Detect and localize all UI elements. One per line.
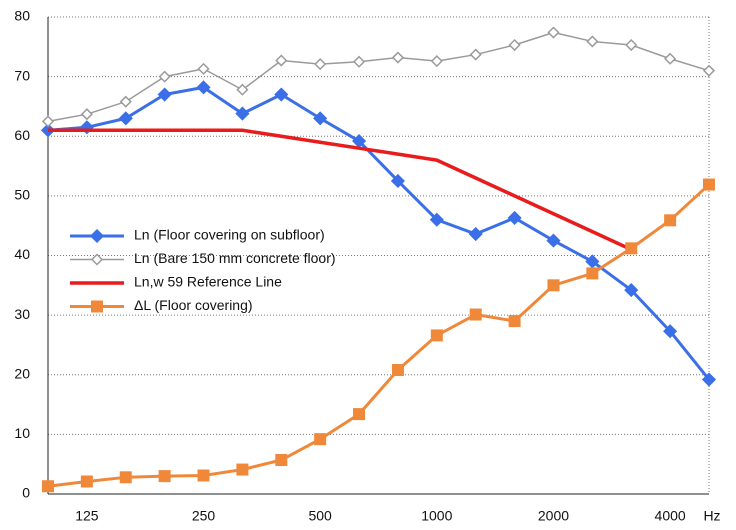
data-point [701, 372, 717, 387]
y-tick-label: 30 [14, 306, 30, 322]
data-point [119, 471, 132, 484]
data-point [275, 54, 288, 67]
legend-marker [91, 300, 103, 313]
data-point [352, 55, 366, 68]
data-point [314, 58, 327, 71]
x-axis-label: Hz [703, 508, 720, 524]
data-point [625, 38, 638, 52]
data-point [508, 315, 521, 328]
data-point [235, 106, 250, 121]
data-point [158, 470, 171, 483]
data-point [624, 283, 639, 298]
data-point [42, 480, 54, 493]
x-tick-label: 125 [75, 508, 99, 524]
series-line [47, 85, 711, 381]
data-point [702, 64, 716, 77]
data-point [586, 35, 599, 48]
data-point [430, 329, 443, 342]
data-point [197, 62, 210, 75]
data-point [314, 433, 327, 446]
data-point [196, 80, 211, 95]
data-point [391, 51, 405, 64]
data-point [313, 111, 328, 126]
data-point [391, 363, 404, 376]
legend-label: Ln,w 59 Reference Line [134, 274, 282, 290]
x-tick-label: 1000 [421, 508, 452, 524]
y-tick-label: 20 [14, 365, 30, 381]
data-point [236, 463, 249, 476]
data-point [508, 38, 521, 52]
data-point [547, 26, 560, 39]
data-point [390, 173, 406, 189]
x-tick-label: 250 [192, 508, 216, 524]
y-tick-label: 50 [14, 187, 30, 203]
data-point [80, 475, 93, 488]
data-point [197, 469, 210, 482]
legend-marker [90, 253, 104, 266]
y-tick-label: 80 [14, 8, 30, 24]
y-tick-label: 60 [14, 127, 30, 143]
data-point [664, 214, 677, 227]
data-point [274, 87, 289, 102]
data-point [157, 87, 172, 102]
data-point [430, 55, 443, 68]
legend-label: Ln (Bare 150 mm concrete floor) [134, 250, 336, 266]
series-line [48, 128, 632, 252]
legend-marker [89, 228, 105, 244]
data-point [547, 279, 560, 292]
data-point [703, 178, 715, 191]
data-point [507, 210, 522, 225]
legend-label: Ln (Floor covering on subfloor) [134, 227, 325, 243]
data-point [353, 408, 366, 421]
y-tick-label: 40 [14, 246, 30, 262]
data-point [80, 108, 93, 121]
legend-label: ΔL (Floor covering) [134, 297, 253, 313]
data-point [664, 52, 677, 65]
series-line [47, 31, 710, 123]
y-tick-label: 0 [22, 485, 30, 501]
data-point [236, 83, 249, 96]
x-tick-label: 4000 [655, 508, 686, 524]
data-point [625, 242, 638, 255]
data-point [118, 111, 133, 126]
data-point [468, 226, 483, 242]
x-tick-label: 500 [308, 508, 332, 524]
data-point [119, 95, 132, 108]
data-point [429, 212, 444, 227]
data-point [546, 233, 561, 248]
data-point [586, 267, 599, 280]
data-point [469, 308, 482, 321]
x-tick-label: 2000 [538, 508, 569, 524]
data-point [158, 70, 171, 83]
data-point [469, 48, 482, 61]
data-point [41, 115, 55, 128]
series-line [47, 183, 711, 488]
y-tick-label: 70 [14, 67, 30, 83]
data-point [663, 324, 678, 339]
data-point [275, 454, 288, 467]
y-tick-label: 10 [14, 425, 30, 441]
